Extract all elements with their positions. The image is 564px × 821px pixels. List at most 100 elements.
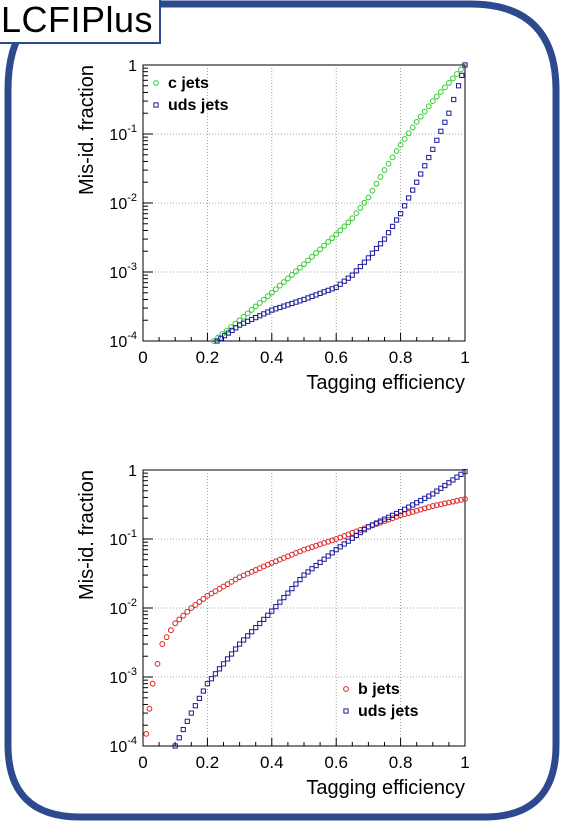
data-point <box>272 286 279 293</box>
data-point <box>257 620 263 627</box>
y-tick-label: 10-3 <box>109 666 137 687</box>
data-point <box>454 497 460 504</box>
data-point <box>410 187 416 193</box>
data-point <box>446 499 452 506</box>
data-point <box>212 671 219 677</box>
data-point <box>462 468 468 475</box>
data-point <box>329 550 335 556</box>
data-point <box>337 227 344 234</box>
data-point <box>192 602 199 608</box>
data-point <box>208 676 215 682</box>
rounded-frame-border <box>4 0 560 821</box>
data-point <box>233 325 239 331</box>
data-point <box>446 80 452 86</box>
data-point <box>276 282 283 289</box>
data-point <box>249 629 255 635</box>
data-point <box>442 119 448 125</box>
data-point <box>337 281 343 287</box>
data-point <box>393 148 400 154</box>
data-point <box>361 199 368 206</box>
data-point <box>301 261 307 268</box>
data-point <box>345 219 352 226</box>
data-point <box>309 566 315 572</box>
data-point <box>180 612 187 619</box>
data-point <box>357 205 364 211</box>
data-point <box>341 541 347 547</box>
data-point <box>381 167 388 173</box>
data-point <box>228 651 235 657</box>
data-point <box>405 510 412 516</box>
data-point <box>305 569 311 575</box>
data-point <box>159 641 166 647</box>
data-point <box>345 538 351 544</box>
y-tick-label: 1 <box>128 58 137 75</box>
y-tick-label: 10-1 <box>109 528 137 549</box>
data-point <box>409 508 416 515</box>
data-point <box>146 705 153 712</box>
x-tick-label: 0.4 <box>260 348 284 367</box>
data-point <box>264 293 271 300</box>
x-tick-label: 0.4 <box>260 753 284 772</box>
data-point <box>353 210 360 217</box>
data-point <box>398 211 404 217</box>
x-tick-label: 0.8 <box>389 753 413 772</box>
data-point <box>454 474 460 480</box>
data-point <box>210 338 217 344</box>
data-point <box>196 695 202 701</box>
x-tick-label: 0 <box>138 753 147 772</box>
x-tick-label: 1 <box>460 753 469 772</box>
data-point <box>313 250 319 256</box>
data-point <box>361 259 367 265</box>
data-point <box>406 195 412 201</box>
data-point <box>184 608 191 615</box>
data-point <box>321 242 328 249</box>
data-point <box>377 241 384 247</box>
y-tick-label: 1 <box>128 463 137 480</box>
data-point <box>433 93 440 100</box>
data-point <box>413 118 420 125</box>
data-point <box>218 335 224 341</box>
data-point <box>373 180 380 187</box>
data-point <box>184 718 190 724</box>
data-point <box>369 250 376 256</box>
data-point <box>422 163 428 169</box>
data-point <box>349 215 356 222</box>
data-point <box>221 333 228 339</box>
data-point <box>455 83 462 89</box>
data-point <box>451 96 457 103</box>
data-point <box>200 595 207 602</box>
data-point <box>256 300 263 306</box>
data-point <box>446 480 452 486</box>
data-point <box>458 496 464 503</box>
data-point <box>389 223 396 229</box>
data-point <box>240 313 247 320</box>
legend-label: b jets <box>358 681 400 698</box>
data-point <box>215 334 222 341</box>
data-point <box>280 279 287 285</box>
series-uds-jets <box>172 468 468 749</box>
chart-c-and-uds-vs-b-tagging: 0 0.2 0.4 0.6 0.8 1 10-4 10-3 10-2 10-1 1 Tagging e… <box>76 58 470 394</box>
data-point <box>253 625 259 631</box>
data-point <box>172 620 179 627</box>
x-axis-label: Tagging efficiency <box>306 777 465 799</box>
data-point <box>389 154 396 161</box>
data-point <box>429 98 436 104</box>
data-point <box>149 680 156 687</box>
data-point <box>341 223 348 230</box>
title-box: LCFIPlus <box>0 0 161 44</box>
data-point <box>459 72 465 78</box>
x-tick-label: 0 <box>138 348 147 367</box>
data-point <box>361 527 367 533</box>
title-text: LCFIPlus <box>0 0 153 40</box>
data-point <box>273 604 279 610</box>
data-point <box>293 581 299 587</box>
data-point <box>265 612 271 618</box>
y-axis-label: Mis-id. fraction <box>76 470 98 600</box>
data-point <box>196 599 203 605</box>
data-point <box>345 275 351 281</box>
x-tick-label: 0.2 <box>196 348 220 367</box>
data-point <box>172 743 178 749</box>
data-point <box>224 656 231 662</box>
chart-b-and-uds-vs-c-tagging: 0 0.2 0.4 0.6 0.8 1 10-4 10-3 10-2 10-1 1 Tagging e… <box>76 463 470 799</box>
y-tick-label: 10-3 <box>109 261 137 282</box>
